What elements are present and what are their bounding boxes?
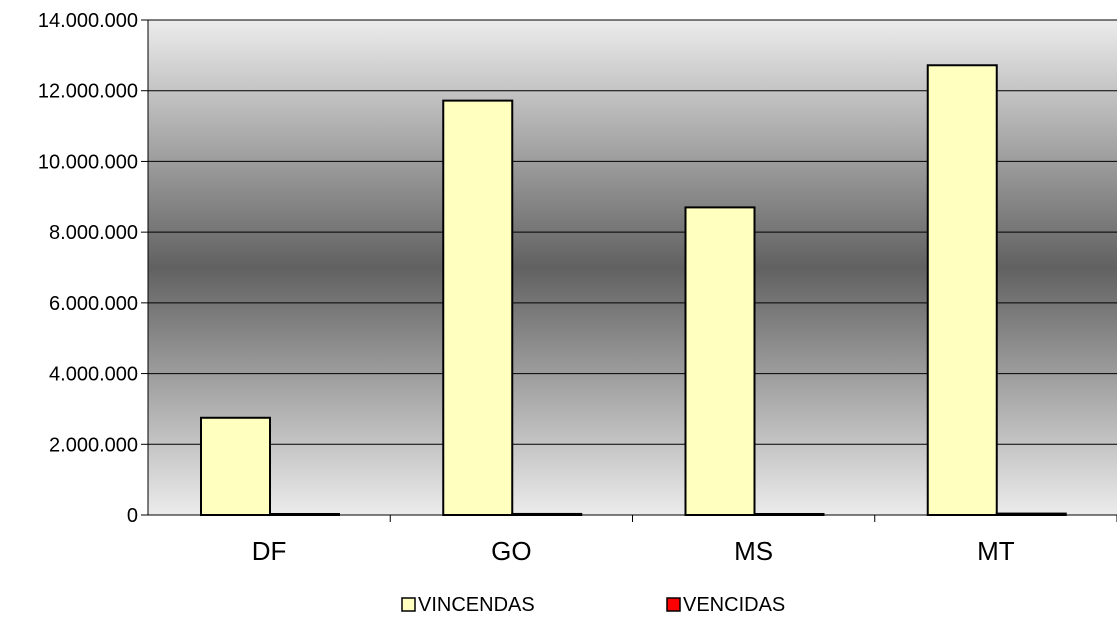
y-tick-label: 2.000.000	[49, 434, 138, 456]
bar-vincendas-go	[442, 99, 514, 516]
x-category-label: MS	[734, 536, 773, 566]
x-category-label: DF	[252, 536, 287, 566]
legend-label-vincendas: VINCENDAS	[418, 594, 535, 616]
y-tick-label: 8.000.000	[49, 222, 138, 244]
legend: VINCENDAS VENCIDAS	[401, 594, 785, 616]
x-axis-categories: DF GO MS MT	[252, 536, 1015, 566]
y-tick-label: 0	[127, 505, 138, 527]
x-category-label: MT	[977, 536, 1015, 566]
axes	[147, 20, 1117, 522]
y-tick-label: 10.000.000	[38, 151, 138, 173]
y-tick-label: 6.000.000	[49, 293, 138, 315]
y-tick-label: 4.000.000	[49, 364, 138, 386]
y-tick-label: 14.000.000	[38, 10, 138, 32]
legend-swatch-vincendas	[401, 597, 416, 612]
y-tick-label: 12.000.000	[38, 81, 138, 103]
y-axis-ticks: 0 2.000.000 4.000.000 6.000.000 8.000.000 10.…	[38, 10, 148, 527]
legend-label-vencidas: VENCIDAS	[683, 594, 785, 616]
bar-vincendas-mt	[926, 64, 998, 516]
bar-vincendas-ms	[684, 206, 756, 516]
bar-vincendas-df	[200, 416, 271, 516]
x-category-label: GO	[491, 536, 531, 566]
bars	[200, 64, 1067, 516]
legend-swatch-vencidas	[666, 597, 681, 612]
